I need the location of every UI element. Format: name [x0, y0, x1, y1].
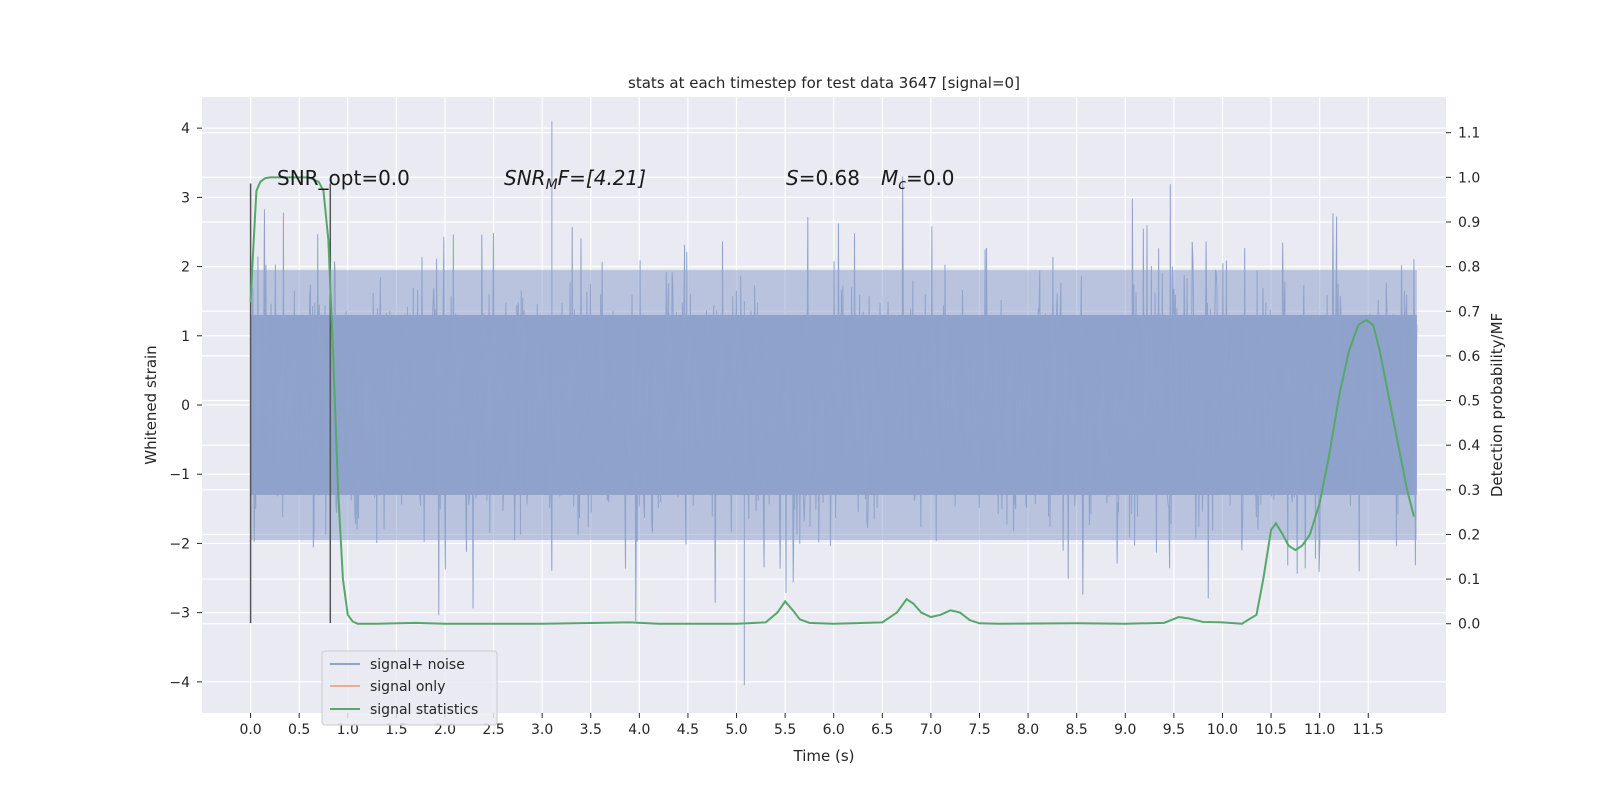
noise-series [250, 121, 1418, 686]
annotation-s-rest: =0.68 [799, 166, 860, 190]
x-tick-label: 3.0 [531, 722, 553, 738]
x-tick-label: 9.0 [1114, 722, 1136, 738]
y-tick-label-left: −1 [169, 467, 190, 483]
y-axis-label-left: Whitened strain [142, 345, 160, 464]
x-tick-label: 4.5 [677, 722, 699, 738]
x-tick-label: 0.0 [239, 722, 261, 738]
x-tick-label: 0.5 [288, 722, 310, 738]
annotation-s-main: S [786, 166, 799, 190]
noise-line [250, 121, 1418, 686]
chart-title: stats at each timestep for test data 364… [628, 74, 1020, 92]
annotation-mc-main: M [881, 166, 898, 190]
statistics-series [249, 176, 1415, 625]
y-axis-label-right: Detection probability/MF [1488, 313, 1506, 497]
legend-label-signal-only: signal only [370, 679, 445, 695]
x-tick-label: 7.0 [920, 722, 942, 738]
x-tick-label: 10.0 [1207, 722, 1238, 738]
x-tick-label: 8.0 [1017, 722, 1039, 738]
x-tick-label: 1.5 [385, 722, 407, 738]
y-tick-label-left: 0 [181, 398, 190, 414]
y-tick-label-right: 0.4 [1458, 438, 1480, 454]
x-tick-label: 10.5 [1255, 722, 1286, 738]
x-tick-label: 5.0 [725, 722, 747, 738]
x-tick-label: 6.0 [823, 722, 845, 738]
ticks: 0.0 0.5 1.0 1.5 2.0 2.5 3.0 3.5 4.0 4.5 5.0 5.5 6.0 6… [169, 121, 1480, 738]
x-tick-label: 5.5 [774, 722, 796, 738]
x-tick-label: 2.5 [482, 722, 504, 738]
x-tick-label: 4.0 [628, 722, 650, 738]
annotation-mc-rest: =0.0 [906, 166, 955, 190]
legend-box [321, 650, 498, 726]
y-tick-label-right: 0.8 [1458, 260, 1480, 276]
y-tick-label-right: 1.1 [1458, 126, 1480, 142]
y-tick-label-left: −3 [169, 606, 190, 622]
annotation-snr-mf-main: SNR [504, 166, 546, 190]
y-tick-label-right: 1.0 [1458, 170, 1480, 186]
x-tick-label: 2.0 [434, 722, 456, 738]
y-tick-label-left: 3 [181, 190, 190, 206]
x-tick-label: 11.0 [1304, 722, 1335, 738]
y-tick-label-left: −2 [169, 536, 190, 552]
x-tick-label: 1.0 [337, 722, 359, 738]
x-tick-label: 7.5 [968, 722, 990, 738]
y-tick-label-right: 0.1 [1458, 572, 1480, 588]
marker-lines [249, 183, 332, 624]
x-tick-label: 8.5 [1066, 722, 1088, 738]
y-tick-label-left: −4 [169, 675, 190, 691]
x-axis-label: Time (s) [793, 747, 855, 765]
x-tick-label: 9.5 [1163, 722, 1185, 738]
y-tick-label-left: 2 [181, 260, 190, 276]
legend-label-noise: signal+ noise [370, 657, 465, 673]
annotation-mc: Mc=0.0 [881, 166, 955, 193]
y-tick-label-right: 0.9 [1458, 215, 1480, 231]
annotation-snr-mf-sub: M [546, 177, 558, 193]
x-tick-label: 3.5 [580, 722, 602, 738]
y-tick-label-right: 0.2 [1458, 527, 1480, 543]
y-tick-label-left: 4 [181, 121, 190, 137]
y-tick-label-right: 0.5 [1458, 394, 1480, 410]
y-tick-label-right: 0.7 [1458, 304, 1480, 320]
legend: signal+ noise signal only signal statist… [321, 650, 498, 726]
annotation-snr-opt: SNR_opt=0.0 [277, 166, 410, 190]
y-tick-label-right: 0.6 [1458, 349, 1480, 365]
x-tick-label: 6.5 [871, 722, 893, 738]
legend-label-statistics: signal statistics [370, 702, 478, 718]
annotation-mc-sub: c [898, 177, 906, 193]
x-tick-label: 11.5 [1353, 722, 1384, 738]
annotation-snr-mf-rest: F=[4.21] [558, 166, 646, 190]
annotation-s: S=0.68 [786, 166, 860, 190]
statistics-line [249, 176, 1415, 625]
annotation-snr-mf: SNRMF=[4.21] [504, 166, 646, 193]
y-tick-label-right: 0.0 [1458, 617, 1480, 633]
y-tick-label-right: 0.3 [1458, 483, 1480, 499]
y-tick-label-left: 1 [181, 329, 190, 345]
